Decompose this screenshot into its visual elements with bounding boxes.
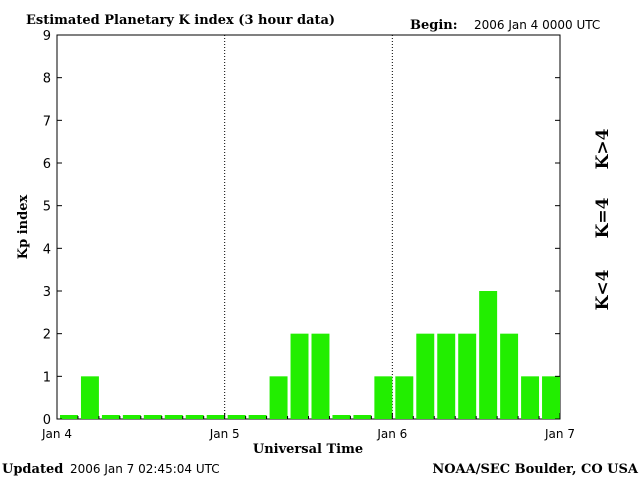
legend-mid: K=4 <box>593 197 613 238</box>
kp-bar <box>227 415 246 419</box>
begin-label: Begin: <box>410 18 458 33</box>
x-tick-label: Jan 6 <box>376 427 407 441</box>
kp-bar <box>332 415 351 419</box>
credit-text: NOAA/SEC Boulder, CO USA <box>432 462 639 477</box>
bars <box>60 291 560 419</box>
kp-bar <box>458 333 477 419</box>
kp-bar <box>60 415 78 419</box>
legend-high: K>4 <box>593 128 613 169</box>
x-axis-ticks: Jan 4 Jan 5 Jan 6 Jan 7 <box>41 413 575 441</box>
kp-bar <box>416 333 435 419</box>
x-tick-label: Jan 7 <box>544 427 575 441</box>
y-tick-label: 1 <box>43 370 51 385</box>
x-tick-label: Jan 4 <box>41 427 72 441</box>
kp-bar <box>185 415 204 419</box>
kp-bar <box>248 415 267 419</box>
y-tick-label: 9 <box>43 29 51 44</box>
kp-bar <box>101 415 120 419</box>
kp-bar <box>206 415 225 419</box>
kp-bar <box>164 415 183 419</box>
kp-bar <box>290 333 309 419</box>
y-tick-label: 4 <box>43 242 51 257</box>
y-tick-label: 8 <box>43 72 51 87</box>
y-tick-label: 0 <box>43 413 51 428</box>
begin-value: 2006 Jan 4 0000 UTC <box>474 18 600 32</box>
x-axis-label: Universal Time <box>253 442 363 457</box>
kp-bar <box>395 376 414 419</box>
legend-low: K<4 <box>593 269 613 310</box>
kp-bar <box>374 376 393 419</box>
y-tick-label: 7 <box>43 114 51 129</box>
updated-label: Updated <box>2 462 63 477</box>
kp-bar <box>311 333 330 419</box>
y-axis-ticks: 0 1 2 3 4 5 6 7 8 9 <box>43 29 560 428</box>
kp-bar <box>143 415 162 419</box>
kp-bar <box>479 291 498 419</box>
day-separators <box>224 35 393 419</box>
kp-bar <box>353 415 372 419</box>
kp-bar <box>437 333 456 419</box>
chart-title: Estimated Planetary K index (3 hour data… <box>26 13 335 28</box>
y-tick-label: 3 <box>43 285 51 300</box>
kp-bar <box>542 376 560 419</box>
kp-bar <box>122 415 141 419</box>
y-tick-label: 6 <box>43 157 51 172</box>
kp-bar <box>269 376 288 419</box>
y-tick-label: 2 <box>43 328 51 343</box>
kp-bar <box>500 333 519 419</box>
updated-value: 2006 Jan 7 02:45:04 UTC <box>70 462 220 476</box>
y-tick-label: 5 <box>43 200 51 215</box>
x-tick-label: Jan 5 <box>209 427 240 441</box>
y-axis-label: Kp index <box>16 195 31 260</box>
kp-bar <box>521 376 540 419</box>
kp-bar <box>80 376 99 419</box>
